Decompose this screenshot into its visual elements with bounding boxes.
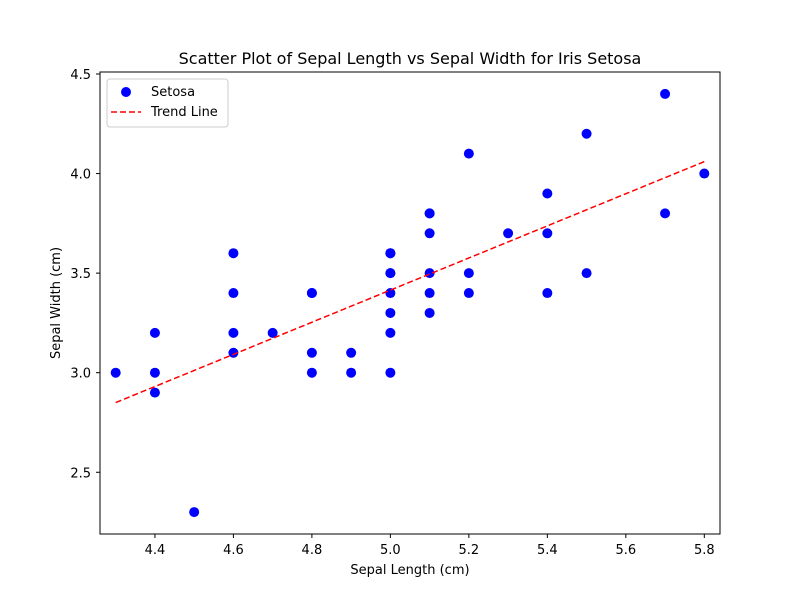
data-point <box>385 268 396 279</box>
chart-title: Scatter Plot of Sepal Length vs Sepal Wi… <box>179 49 642 68</box>
legend-label-trend-line: Trend Line <box>150 105 218 120</box>
data-point <box>346 367 357 378</box>
data-point <box>189 507 200 518</box>
y-axis: 2.5 3.0 3.5 4.0 4.5 <box>70 68 100 481</box>
x-tick-label: 5.8 <box>694 543 715 558</box>
x-tick-label: 4.8 <box>302 543 323 558</box>
data-point <box>660 88 671 99</box>
data-point <box>581 128 592 139</box>
y-tick-label: 3.5 <box>70 267 91 282</box>
data-point <box>424 288 435 299</box>
data-point <box>228 347 239 358</box>
y-tick-label: 3.0 <box>70 367 91 382</box>
data-point <box>228 288 239 299</box>
x-axis-label: Sepal Length (cm) <box>350 563 469 578</box>
data-point <box>542 188 553 199</box>
legend-marker-setosa <box>121 87 131 97</box>
data-point <box>542 288 553 299</box>
data-point <box>149 327 160 338</box>
data-point <box>149 367 160 378</box>
legend-box <box>106 78 229 128</box>
data-point <box>385 288 396 299</box>
data-point <box>149 387 160 398</box>
data-point <box>306 347 317 358</box>
x-tick-label: 4.4 <box>145 543 166 558</box>
data-point <box>228 327 239 338</box>
y-tick-label: 2.5 <box>70 466 91 481</box>
data-point <box>463 288 474 299</box>
x-tick-label: 4.6 <box>223 543 244 558</box>
x-axis: 4.4 4.6 4.8 5.0 5.2 5.4 5.6 5.8 <box>145 534 715 558</box>
data-point <box>424 228 435 239</box>
x-tick-label: 5.2 <box>459 543 480 558</box>
data-point <box>581 268 592 279</box>
data-point <box>503 228 514 239</box>
legend: Setosa Trend Line <box>106 78 229 128</box>
data-point <box>542 228 553 239</box>
data-point <box>463 268 474 279</box>
data-point <box>385 307 396 318</box>
y-tick-label: 4.0 <box>70 168 91 183</box>
data-point <box>463 148 474 159</box>
data-point <box>346 347 357 358</box>
data-point <box>110 367 121 378</box>
legend-label-setosa: Setosa <box>151 85 195 100</box>
x-tick-label: 5.0 <box>380 543 401 558</box>
data-point <box>424 208 435 219</box>
plot-area <box>110 88 710 518</box>
trend-line <box>115 160 705 404</box>
data-point <box>699 168 710 179</box>
plot-frame <box>99 71 721 535</box>
y-tick-label: 4.5 <box>70 68 91 83</box>
y-axis-label: Sepal Width (cm) <box>49 247 64 359</box>
data-point <box>228 248 239 259</box>
data-point <box>306 367 317 378</box>
data-point <box>660 208 671 219</box>
data-point <box>267 327 278 338</box>
data-point <box>306 288 317 299</box>
x-tick-label: 5.4 <box>537 543 558 558</box>
x-tick-label: 5.6 <box>615 543 636 558</box>
data-point <box>424 307 435 318</box>
data-point <box>385 367 396 378</box>
data-point <box>385 248 396 259</box>
data-point <box>385 327 396 338</box>
